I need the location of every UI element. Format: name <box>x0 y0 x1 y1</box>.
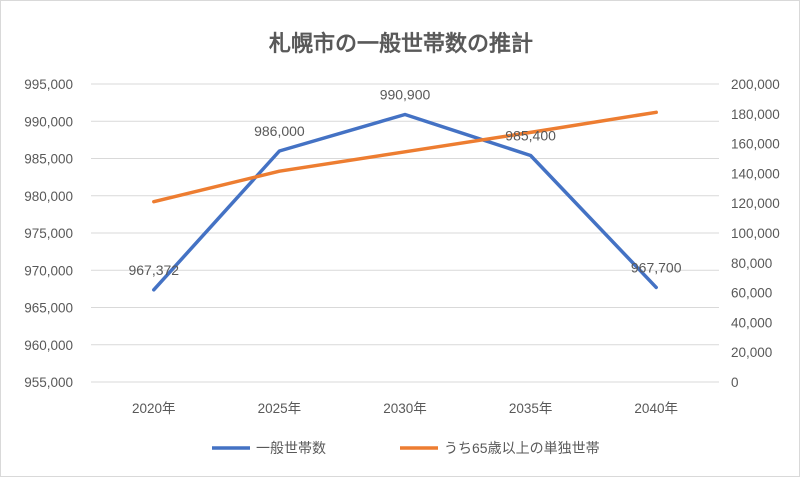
x-tick-label: 2040年 <box>634 401 678 416</box>
right-tick-label: 200,000 <box>731 77 780 92</box>
left-tick-label: 955,000 <box>24 375 73 390</box>
left-tick-label: 960,000 <box>24 338 73 353</box>
right-tick-label: 60,000 <box>731 286 772 301</box>
left-tick-label: 980,000 <box>24 189 73 204</box>
right-tick-label: 80,000 <box>731 256 772 271</box>
left-tick-label: 995,000 <box>24 77 73 92</box>
right-tick-label: 160,000 <box>731 137 780 152</box>
right-tick-label: 180,000 <box>731 107 780 122</box>
series-layer <box>152 110 658 292</box>
data-labels-layer: 967,372 986,000 990,900 985,400 967,700 <box>128 87 681 278</box>
right-tick-label: 0 <box>731 375 739 390</box>
left-tick-label: 970,000 <box>24 263 73 278</box>
series-line-households <box>152 112 658 292</box>
chart-title: 札幌市の一般世帯数の推計 <box>268 31 533 56</box>
data-label: 986,000 <box>254 123 305 139</box>
grid-layer <box>91 83 719 383</box>
x-axis: 2020年 2025年 2030年 2035年 2040年 <box>132 401 678 416</box>
left-tick-label: 985,000 <box>24 152 73 167</box>
series-line-elderly-single <box>152 110 658 204</box>
right-tick-label: 140,000 <box>731 166 780 181</box>
left-tick-label: 975,000 <box>24 226 73 241</box>
legend-label: うち65歳以上の単独世帯 <box>444 440 600 456</box>
right-tick-label: 40,000 <box>731 315 772 330</box>
x-tick-label: 2035年 <box>509 401 553 416</box>
legend-label: 一般世帯数 <box>256 440 326 456</box>
x-tick-label: 2020年 <box>132 401 176 416</box>
data-label: 967,700 <box>631 259 682 275</box>
left-tick-label: 990,000 <box>24 114 73 129</box>
left-tick-label: 965,000 <box>24 301 73 316</box>
right-tick-label: 100,000 <box>731 226 780 241</box>
data-label: 985,400 <box>505 128 556 144</box>
legend: 一般世帯数 うち65歳以上の単独世帯 <box>212 440 600 456</box>
right-axis: 0 20,000 40,000 60,000 80,000 100,000 120,000 1… <box>731 77 780 390</box>
left-axis: 955,000 960,000 965,000 970,000 975,000 980,0… <box>24 77 73 390</box>
data-label: 990,900 <box>380 87 431 103</box>
right-tick-label: 120,000 <box>731 196 780 211</box>
right-tick-label: 20,000 <box>731 345 772 360</box>
x-tick-label: 2030年 <box>383 401 427 416</box>
x-tick-label: 2025年 <box>258 401 302 416</box>
data-label: 967,372 <box>128 262 179 278</box>
